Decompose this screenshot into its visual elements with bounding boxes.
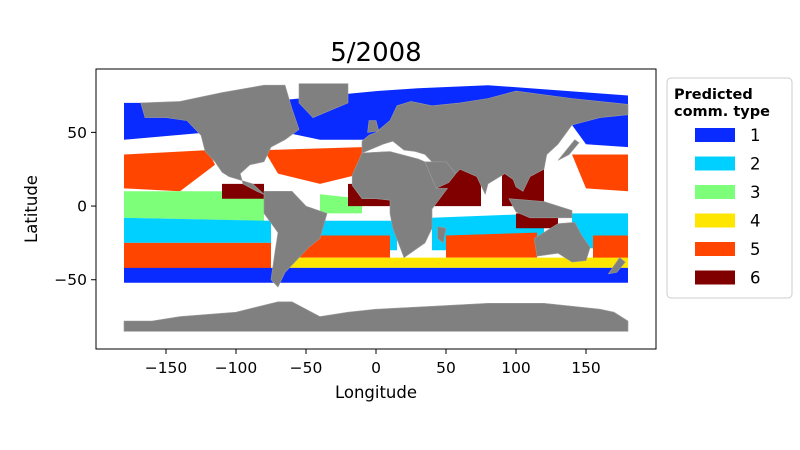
land-australia [533, 221, 591, 263]
legend-swatch-4 [695, 213, 735, 228]
land-madagascar [437, 226, 447, 244]
x-tick-label: 0 [371, 359, 381, 377]
x-tick-label: 150 [571, 359, 601, 377]
land-north-america [140, 84, 300, 195]
x-tick-label: 100 [501, 359, 531, 377]
community-region-type-5-4 [264, 147, 362, 184]
y-tick-label: 0 [77, 198, 87, 216]
land-uk [367, 120, 380, 133]
community-region-type-5-14 [446, 232, 537, 258]
legend-label-6: 6 [750, 269, 761, 288]
legend-label-4: 4 [750, 212, 761, 231]
community-region-type-5-3 [124, 150, 215, 192]
land-indonesia [508, 198, 573, 219]
community-region-type-1-17 [124, 267, 628, 283]
land-south-america [263, 191, 328, 288]
x-tick-label: −50 [290, 359, 323, 377]
y-axis-label: Latitude [22, 175, 41, 243]
x-tick-label: −100 [215, 359, 258, 377]
legend-swatch-6 [695, 270, 735, 285]
legend-label-5: 5 [750, 240, 761, 259]
land-layer [123, 83, 629, 332]
x-tick-label: −150 [145, 359, 188, 377]
land-new-zealand [607, 257, 626, 275]
legend-swatch-5 [695, 242, 735, 256]
legend-title-line-2: comm. type [674, 104, 770, 120]
land-arabia [424, 161, 457, 189]
land-antarctica [123, 301, 629, 332]
plot-area [95, 68, 657, 350]
community-region-type-5-5 [572, 154, 628, 192]
y-tick-label: 50 [67, 124, 87, 142]
y-tick-label: −50 [54, 271, 87, 289]
x-axis-label: Longitude [335, 383, 417, 402]
x-tick-label: 50 [436, 359, 456, 377]
x-axis: −150 −100 −50 0 50 100 150 [145, 349, 601, 377]
land-japan [557, 139, 580, 161]
legend-entries: 1 2 3 4 5 6 [695, 126, 761, 288]
legend-label-1: 1 [750, 126, 761, 145]
community-region-type-2-8 [124, 217, 271, 243]
legend-label-3: 3 [750, 183, 761, 202]
community-region-type-4-16 [278, 257, 628, 268]
legend-swatch-3 [695, 185, 735, 199]
chart-title: 5/2008 [330, 38, 421, 68]
y-axis: −50 0 50 [54, 124, 96, 289]
community-region-type-5-13 [299, 235, 390, 258]
legend-title-line-1: Predicted [674, 87, 753, 103]
land-greenland [298, 83, 349, 118]
legend-swatch-2 [695, 156, 735, 171]
legend-label-2: 2 [750, 155, 761, 174]
legend-swatch-1 [695, 128, 735, 142]
land-africa [351, 151, 448, 259]
legend: Predicted comm. type 1 2 3 4 5 6 [666, 77, 793, 299]
